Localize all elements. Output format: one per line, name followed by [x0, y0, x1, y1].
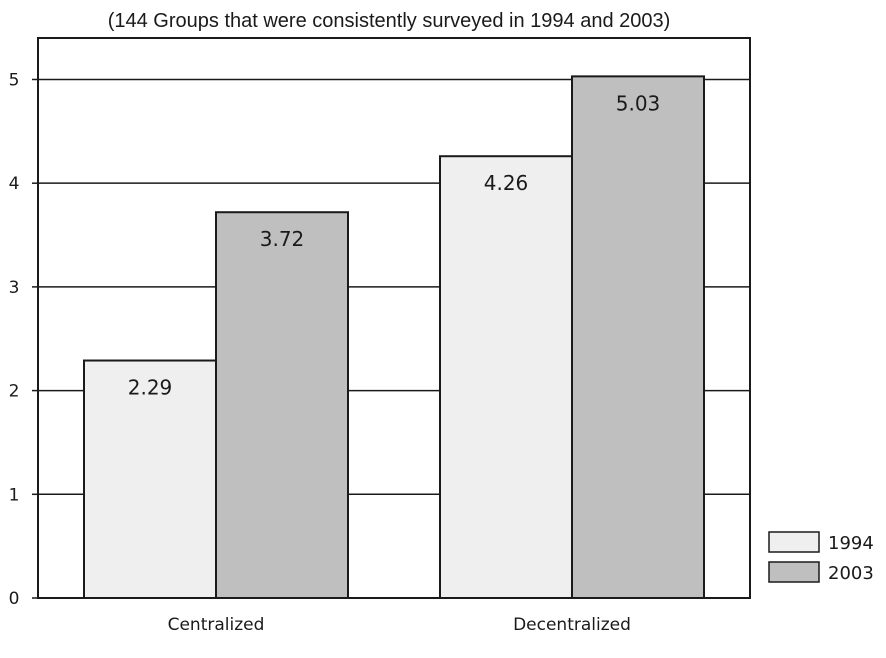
legend-swatch-2003	[768, 561, 820, 583]
y-axis-ticks: 0 1 2 3 4 5	[9, 70, 38, 609]
legend-swatch-1994	[768, 531, 820, 553]
data-labels: 2.29 3.72 4.26 5.03	[128, 91, 661, 399]
bar-1994-decentralized	[439, 155, 573, 599]
data-label: 4.26	[484, 171, 529, 195]
x-category-label: Decentralized	[513, 615, 631, 635]
bar-2003-centralized	[215, 211, 349, 599]
bars	[83, 75, 705, 600]
x-axis-categories: Centralized Decentralized	[168, 615, 631, 635]
y-tick-label: 0	[9, 589, 20, 609]
data-label: 2.29	[128, 376, 173, 400]
legend-label: 1994	[828, 533, 874, 554]
y-tick-label: 5	[9, 70, 20, 90]
x-category-label: Centralized	[168, 615, 265, 635]
data-label: 5.03	[616, 91, 661, 115]
y-tick-label: 1	[9, 485, 20, 505]
legend-label: 2003	[828, 563, 874, 584]
y-tick-label: 2	[9, 382, 20, 402]
y-tick-label: 3	[9, 278, 20, 298]
y-tick-label: 4	[9, 174, 20, 194]
bar-2003-decentralized	[571, 75, 705, 600]
bar-1994-centralized	[83, 359, 217, 599]
data-label: 3.72	[260, 227, 305, 251]
legend: 1994 2003	[768, 531, 874, 584]
chart-subtitle: (144 Groups that were consistently surve…	[108, 10, 671, 32]
plot-frame	[37, 37, 751, 599]
